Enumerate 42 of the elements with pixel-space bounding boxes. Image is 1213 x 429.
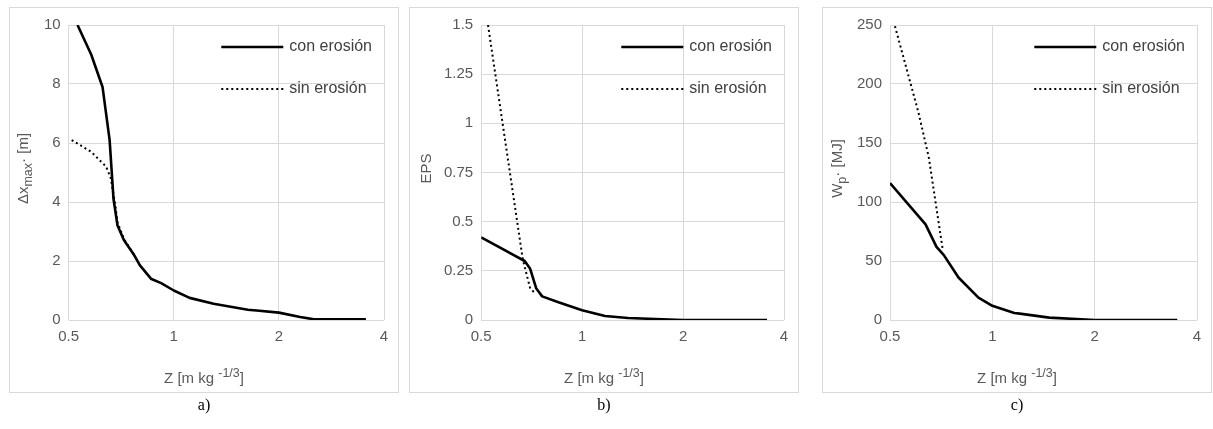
- y-tick-label: 150: [857, 133, 883, 151]
- y-tick-label: 10: [44, 15, 61, 33]
- y-tick-label: 1: [464, 113, 474, 131]
- legend-label: con erosión: [1102, 37, 1185, 55]
- x-tick-label: 4: [1192, 327, 1202, 345]
- legend-label: sin erosión: [689, 79, 767, 97]
- x-axis-title: Z [m kg $^{-1/3}$]: [563, 366, 645, 386]
- y-tick-label: 8: [52, 74, 61, 92]
- x-axis-title: Z [m kg $^{-1/3}$]: [976, 366, 1058, 386]
- text: a): [196, 396, 212, 414]
- x-tick-label: 1: [169, 327, 178, 345]
- y-tick-label: 200: [857, 74, 883, 92]
- x-tick-label: 1: [577, 327, 587, 345]
- legend-label: con erosión: [689, 37, 772, 55]
- y-tick-label: 6: [52, 133, 61, 151]
- y-tick-label: 1.5: [452, 15, 474, 33]
- legend-label: con erosión: [289, 37, 372, 55]
- y-axis-title: EPS: [416, 152, 434, 184]
- y-tick-label: 0: [464, 310, 474, 328]
- x-tick-label: 1: [988, 327, 997, 345]
- text: b): [596, 396, 612, 414]
- x-tick-label: 2: [274, 327, 284, 345]
- y-tick-label: 250: [857, 15, 883, 33]
- y-tick-label: 50: [865, 251, 883, 269]
- x-tick-label: 0.5: [879, 327, 901, 345]
- y-tick-label: 0: [52, 310, 61, 328]
- y-tick-label: 2: [52, 251, 61, 269]
- legend-label: sin erosión: [289, 79, 367, 97]
- y-tick-label: 0.75: [443, 162, 474, 180]
- y-tick-label: 0: [873, 310, 883, 328]
- y-tick-label: 4: [52, 192, 61, 210]
- x-axis-title: Z [m kg $^{-1/3}$]: [163, 366, 245, 386]
- x-tick-label: 2: [1090, 327, 1099, 345]
- y-tick-label: 0.25: [443, 260, 474, 278]
- y-tick-label: 1.25: [443, 64, 474, 82]
- x-tick-label: 4: [779, 327, 789, 345]
- y-tick-label: 100: [857, 192, 883, 210]
- x-tick-label: 4: [379, 327, 389, 345]
- x-tick-label: 2: [678, 327, 688, 345]
- text: c): [1009, 396, 1025, 414]
- legend-label: sin erosión: [1102, 79, 1180, 97]
- y-tick-label: 0.5: [452, 211, 474, 229]
